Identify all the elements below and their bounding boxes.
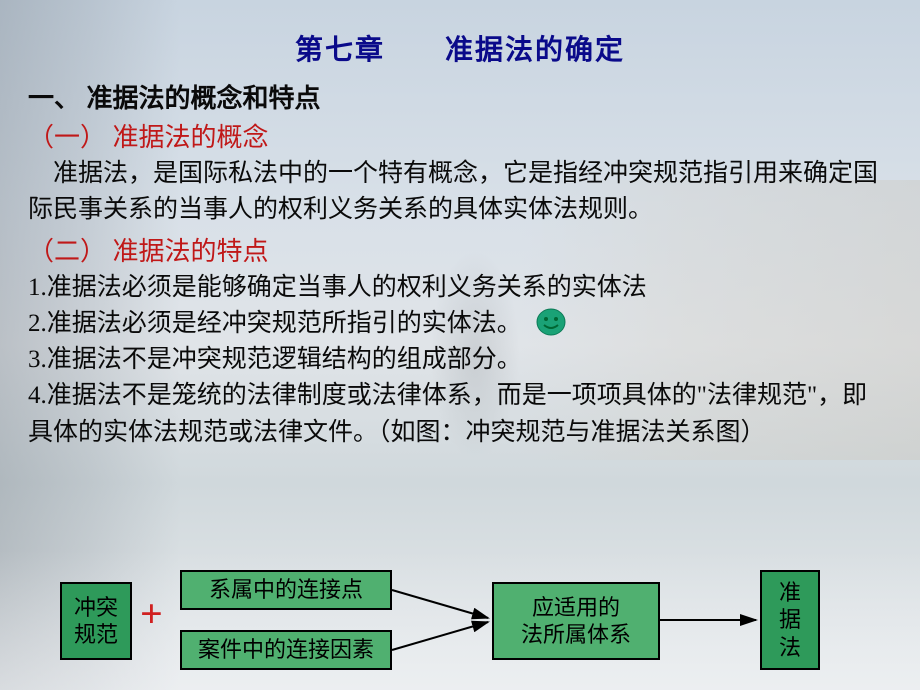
box2b-label: 案件中的连接因素	[198, 636, 374, 664]
plus-text: +	[140, 591, 163, 636]
flowchart-box-applicable-law: 准 据 法	[760, 570, 820, 670]
section-heading: 一、 准据法的概念和特点	[28, 78, 892, 115]
box4-label: 准 据 法	[779, 579, 801, 662]
box2a-label: 系属中的连接点	[209, 576, 363, 604]
list-item-4: 4.准据法不是笼统的法律制度或法律体系，而是一项项具体的"法律规范"，即具体的实…	[28, 378, 892, 451]
smiley-icon	[536, 307, 566, 337]
arrow-2	[392, 622, 488, 650]
subsection-2-heading: （二） 准据法的特点	[28, 231, 892, 268]
list-item-2-text: 2.准据法必须是经冲突规范所指引的实体法。	[28, 310, 522, 337]
subsection-1-heading: （一） 准据法的概念	[28, 117, 892, 154]
list-item-2: 2.准据法必须是经冲突规范所指引的实体法。	[28, 306, 892, 342]
list-item-3: 3.准据法不是冲突规范逻辑结构的组成部分。	[28, 342, 892, 378]
flowchart-box-legal-system: 应适用的 法所属体系	[492, 582, 660, 660]
box3-label: 应适用的 法所属体系	[521, 594, 631, 649]
chapter-title: 第七章 准据法的确定	[28, 28, 892, 68]
flowchart-box-conflict-norm: 冲突 规范	[60, 582, 132, 660]
flowchart: 冲突 规范 + 系属中的连接点 案件中的连接因素 应适用的 法所属体系 准 据 …	[60, 570, 890, 670]
flowchart-box-connecting-point: 系属中的连接点	[180, 570, 392, 610]
subsection-1-para: 准据法，是国际私法中的一个特有概念，它是指经冲突规范指引用来确定国际民事关系的当…	[28, 156, 892, 229]
flowchart-box-connecting-factor: 案件中的连接因素	[180, 630, 392, 670]
plus-symbol: +	[140, 590, 163, 637]
slide-content: 第七章 准据法的确定 一、 准据法的概念和特点 （一） 准据法的概念 准据法，是…	[0, 0, 920, 451]
list-item-1: 1.准据法必须是能够确定当事人的权利义务关系的实体法	[28, 270, 892, 306]
arrow-1	[392, 590, 488, 618]
box1-label: 冲突 规范	[74, 594, 118, 649]
